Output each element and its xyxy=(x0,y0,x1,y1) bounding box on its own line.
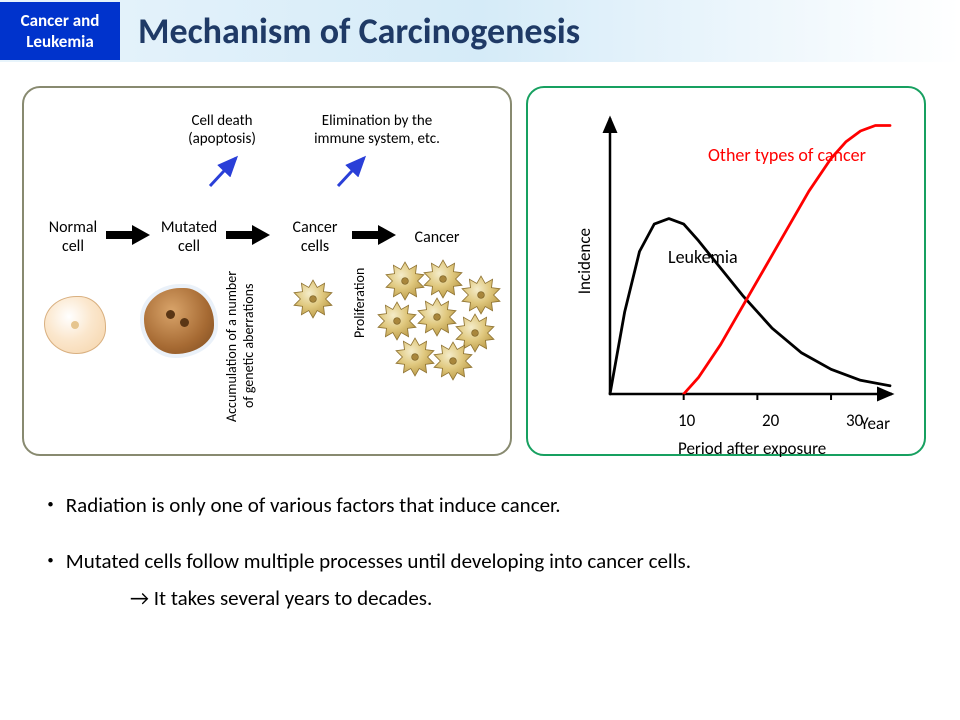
panels-row: Cell death(apoptosis) Elimination by the… xyxy=(0,62,960,456)
arrow-mutated-to-cancercells xyxy=(226,226,270,244)
label-accumulation: Accumulation of a numberof genetic aberr… xyxy=(224,256,258,436)
cancer-cluster-cell-7 xyxy=(394,336,436,378)
incidence-chart: Incidence Other types of cancer Leukemia… xyxy=(568,108,898,438)
label-mutated-cell: Mutatedcell xyxy=(154,218,224,256)
arrow-normal-to-mutated xyxy=(106,226,150,244)
label-apoptosis-text: Cell death(apoptosis) xyxy=(188,112,256,148)
label-immune: Elimination by theimmune system, etc. xyxy=(302,112,452,148)
cancer-cluster-cell-3 xyxy=(460,274,502,316)
arrow-immune xyxy=(334,150,374,190)
legend-other-cancer: Other types of cancer xyxy=(708,144,866,166)
chart-ylabel: Incidence xyxy=(574,228,595,294)
bullet-2-sub: → It takes several years to decades. xyxy=(130,583,920,613)
cancer-cluster-cell-2 xyxy=(422,258,464,300)
badge-line2: Leukemia xyxy=(10,31,110,52)
bullet-list: ・ Radiation is only one of various facto… xyxy=(40,490,920,639)
chart-xtick-1: 20 xyxy=(762,410,779,431)
incidence-chart-panel: Incidence Other types of cancer Leukemia… xyxy=(526,86,926,456)
mutated-cell-icon xyxy=(144,288,214,354)
bullet-2: ・ Mutated cells follow multiple processe… xyxy=(40,546,920,576)
mechanism-diagram-panel: Cell death(apoptosis) Elimination by the… xyxy=(22,86,512,456)
badge-line1: Cancer and xyxy=(10,10,110,31)
cancer-cluster-cell-8 xyxy=(432,340,474,382)
header-bar: Cancer and Leukemia Mechanism of Carcino… xyxy=(0,0,960,62)
label-immune-text: Elimination by theimmune system, etc. xyxy=(314,112,440,148)
category-badge: Cancer and Leukemia xyxy=(0,2,120,61)
legend-leukemia: Leukemia xyxy=(668,246,738,268)
label-cancer: Cancer xyxy=(402,228,472,247)
chart-year-label: Year xyxy=(860,413,890,434)
arrow-apoptosis xyxy=(206,150,246,190)
label-normal-cell: Normalcell xyxy=(38,218,108,256)
label-apoptosis: Cell death(apoptosis) xyxy=(172,112,272,148)
normal-cell-icon xyxy=(44,296,106,354)
bullet-1: ・ Radiation is only one of various facto… xyxy=(40,490,920,520)
chart-xtick-0: 10 xyxy=(678,410,695,431)
label-proliferation: Proliferation xyxy=(352,248,369,358)
page-title: Mechanism of Carcinogenesis xyxy=(138,9,580,53)
cancer-cell-icon xyxy=(292,278,334,320)
label-cancer-cells: Cancercells xyxy=(280,218,350,256)
chart-xlabel: Period after exposure xyxy=(678,438,826,459)
arrow-cancercells-to-cancer xyxy=(352,226,396,244)
cancer-cluster-cell-5 xyxy=(416,296,458,338)
